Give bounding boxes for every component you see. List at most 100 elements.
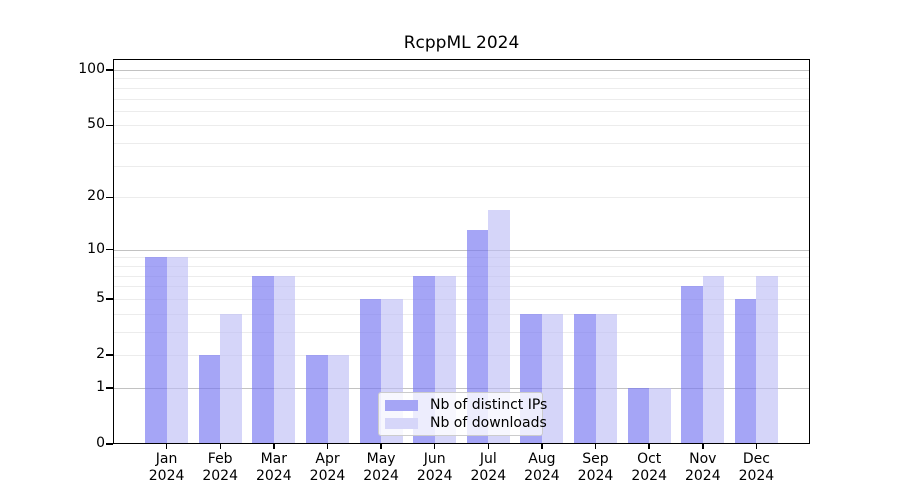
minor-gridline: [113, 165, 810, 167]
bar-jan-downloads: [166, 257, 189, 444]
x-tick-label: Aug 2024: [510, 451, 574, 485]
x-tick-year: 2024: [631, 468, 667, 484]
bar-sep-downloads: [595, 313, 617, 444]
x-tick-month: Apr: [315, 451, 340, 467]
y-tick-label: 2: [96, 346, 105, 362]
bar-feb-distinct-ips: [198, 355, 221, 444]
x-tick-label: Mar 2024: [242, 451, 306, 485]
y-tick-mark: [106, 443, 113, 445]
x-tick-month: Jun: [423, 451, 446, 467]
x-tick-year: 2024: [255, 468, 292, 484]
x-tick-mark: [487, 444, 490, 449]
x-tick-month: Oct: [637, 451, 662, 467]
x-tick-month: Mar: [260, 451, 287, 467]
x-tick-mark: [702, 444, 704, 449]
x-tick-mark: [380, 444, 382, 449]
bar-dec-distinct-ips: [734, 298, 757, 444]
bar-dec-downloads: [756, 275, 778, 444]
x-tick-year: 2024: [148, 468, 185, 484]
legend-label-downloads: Nb of downloads: [430, 415, 547, 431]
x-tick-mark: [541, 444, 543, 449]
minor-gridline: [113, 355, 810, 356]
x-tick-year: 2024: [416, 468, 453, 484]
minor-gridline: [113, 125, 810, 127]
major-gridline: [113, 69, 810, 71]
y-tick-mark: [106, 196, 113, 198]
bar-oct-distinct-ips: [627, 387, 650, 444]
legend-item-distinct-ips: Nb of distinct IPs: [385, 397, 547, 413]
bar-jul-downloads: [488, 209, 510, 444]
bar-jan-distinct-ips: [145, 257, 167, 444]
bar-apr-downloads: [327, 355, 349, 444]
x-tick-mark: [648, 444, 650, 449]
x-tick-year: 2024: [684, 468, 721, 484]
x-tick-year: 2024: [577, 468, 614, 484]
y-tick-label: 1: [96, 378, 105, 395]
bar-jul-distinct-ips: [466, 230, 489, 444]
y-tick-mark: [106, 387, 113, 389]
x-tick-year: 2024: [202, 468, 238, 484]
bar-mar-distinct-ips: [252, 275, 274, 444]
x-tick-month: Jul: [479, 451, 497, 467]
minor-gridline: [113, 87, 810, 89]
x-tick-mark: [433, 444, 436, 449]
y-tick-mark: [106, 124, 113, 127]
x-tick-month: May: [366, 451, 396, 467]
plot-area: Nb of distinct IPs Nb of downloads 0 1 2 5 1…: [78, 59, 810, 484]
bar-oct-downloads: [649, 387, 671, 444]
x-tick-year: 2024: [309, 468, 346, 484]
minor-gridline: [113, 143, 810, 144]
y-tick-label: 5: [96, 289, 105, 306]
minor-gridline: [113, 298, 810, 300]
x-tick-mark: [273, 444, 275, 449]
bar-sep-distinct-ips: [574, 313, 596, 444]
minor-gridline: [113, 257, 810, 259]
x-tick-year: 2024: [738, 468, 775, 484]
minor-gridline: [113, 313, 810, 315]
y-tick-label: 0: [96, 435, 105, 451]
x-tick-month: Dec: [742, 451, 770, 467]
x-tick-label: Jul 2024: [456, 451, 520, 485]
legend-label-distinct-ips: Nb of distinct IPs: [430, 397, 548, 413]
y-tick-mark: [106, 69, 113, 71]
minor-gridline: [113, 110, 810, 112]
x-tick-label: Sep 2024: [564, 451, 628, 485]
x-tick-mark: [594, 444, 597, 449]
legend: Nb of distinct IPs Nb of downloads: [378, 392, 547, 436]
x-tick-year: 2024: [363, 468, 399, 484]
y-tick-mark: [106, 354, 113, 356]
legend-swatch-distinct-ips: [385, 399, 418, 411]
x-tick-year: 2024: [524, 468, 560, 484]
bar-mar-downloads: [273, 275, 296, 444]
x-tick-label: Apr 2024: [296, 451, 360, 485]
minor-gridline: [113, 265, 810, 267]
x-tick-month: Aug: [528, 451, 556, 467]
x-tick-mark: [755, 444, 758, 449]
x-tick-month: Nov: [689, 451, 717, 467]
x-tick-mark: [165, 444, 168, 449]
minor-gridline: [113, 286, 810, 288]
x-tick-mark: [219, 444, 221, 449]
y-tick-mark: [106, 298, 113, 300]
x-tick-month: Sep: [582, 451, 609, 467]
bar-nov-distinct-ips: [681, 286, 703, 444]
x-tick-label: Oct 2024: [617, 451, 681, 485]
x-tick-label: Nov 2024: [671, 451, 735, 485]
legend-item-downloads: Nb of downloads: [385, 415, 547, 431]
bar-nov-downloads: [702, 275, 725, 444]
minor-gridline: [113, 197, 810, 199]
bar-feb-downloads: [220, 313, 242, 444]
x-tick-label: Jan 2024: [135, 451, 199, 485]
minor-gridline: [113, 331, 810, 333]
bar-may-distinct-ips: [359, 298, 382, 444]
bar-apr-distinct-ips: [306, 355, 328, 444]
x-tick-mark: [326, 444, 329, 449]
y-tick-mark: [106, 248, 113, 251]
x-tick-label: May 2024: [349, 451, 413, 485]
minor-gridline: [113, 275, 810, 277]
x-tick-month: Jan: [155, 451, 178, 467]
major-gridline: [113, 249, 810, 251]
minor-gridline: [113, 98, 810, 100]
chart-title: RcppML 2024: [403, 33, 520, 53]
